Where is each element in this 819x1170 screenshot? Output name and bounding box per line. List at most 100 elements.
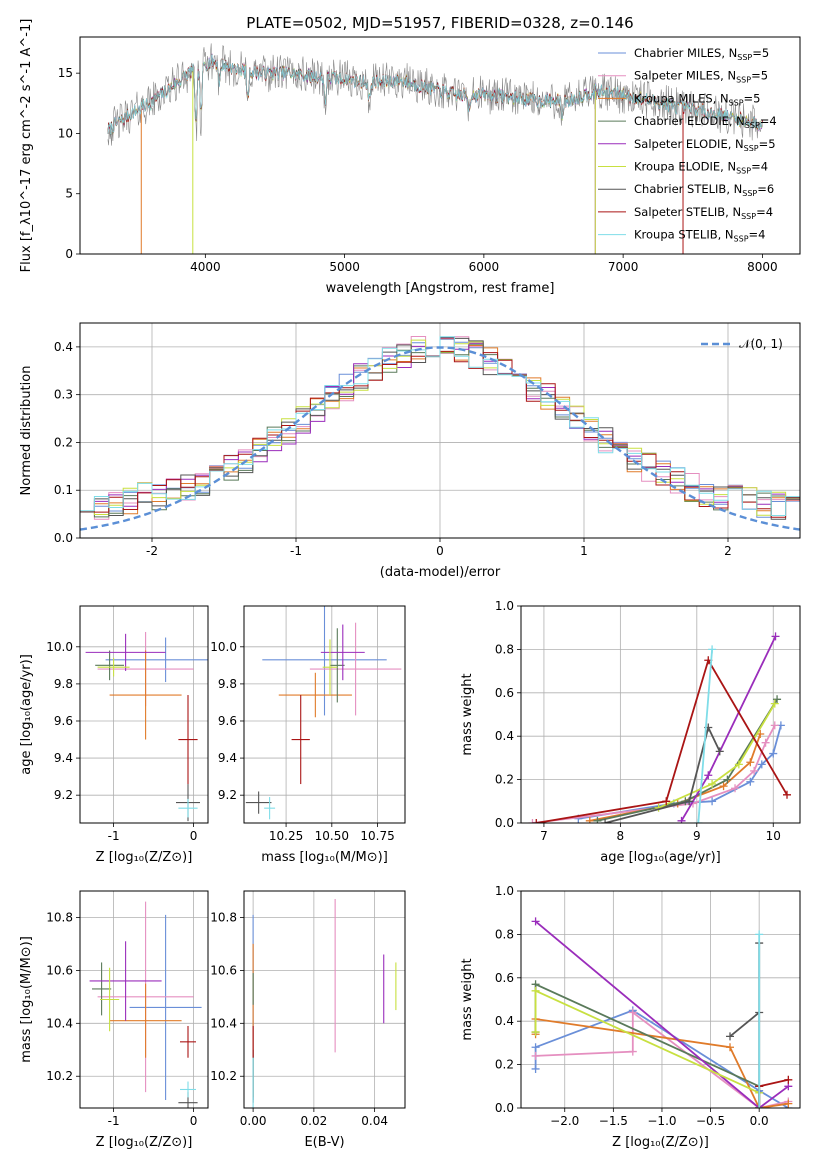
axes-frame — [79, 605, 209, 824]
grid — [80, 606, 208, 823]
y-tick-label: 10.6 — [46, 963, 73, 977]
weight-marker-salpeter-elodie — [677, 816, 686, 823]
axes-frame — [243, 605, 406, 824]
x-tick-label: 10.75 — [360, 829, 394, 843]
x-axis-label: Z [log₁₀(Z/Z⊙)] — [96, 850, 193, 865]
errorbar-chabrier-elodie — [95, 650, 124, 681]
legend-entry-kroupa-elodie: Kroupa ELODIE, NSSP=4 — [634, 160, 768, 176]
weight-line-salpeter-elodie — [535, 920, 789, 1108]
grid — [521, 890, 800, 1109]
x-tick-label: −0.5 — [696, 1114, 725, 1128]
legend: Chabrier MILES, NSSP=5 Salpeter MILES, NS… — [598, 46, 777, 244]
errorbar-chabrier-miles — [262, 606, 387, 716]
weight-marker-salpeter-miles — [628, 1008, 637, 1017]
weight-marker-salpeter-miles — [761, 738, 770, 747]
x-tick-label: 0 — [190, 829, 198, 843]
mass-vs-ebv-panel: 0.00 0.02 0.04 10.2 10.4 10.6 10.8 E(B-V) — [210, 890, 406, 1150]
plot-area — [531, 917, 793, 1108]
weight-line-salpeter-stelib — [536, 658, 788, 823]
y-tick-label: 0.4 — [54, 340, 73, 354]
y-tick-label: 0.2 — [54, 435, 73, 449]
weight-line-chabrier-elodie — [597, 698, 778, 822]
x-tick-label: 9 — [693, 829, 701, 843]
y-tick-label: 10.2 — [46, 1069, 73, 1083]
x-axis-label: (data-model)/error — [380, 565, 501, 580]
weight-marker-kroupa-miles — [719, 782, 728, 791]
weight-marker-kroupa-elodie — [531, 1028, 540, 1037]
errorbar-chabrier-elodie — [92, 962, 112, 1016]
y-tick-label: 0.2 — [495, 1058, 514, 1072]
y-tick-label: 0.8 — [495, 642, 514, 656]
axes-frame — [79, 890, 209, 1109]
weight-line-kroupa-elodie — [658, 703, 776, 809]
x-tick-label: 7 — [540, 829, 548, 843]
y-tick-label: 10 — [58, 126, 73, 140]
y-tick-label: 0.1 — [54, 483, 73, 497]
errorbar-salpeter-miles — [309, 622, 402, 716]
errorbar-kroupa-miles — [109, 650, 182, 740]
legend-entry-chabrier-miles: Chabrier MILES, NSSP=5 — [634, 46, 769, 62]
x-axis-label: Z [log₁₀(Z/Z⊙)] — [612, 1135, 709, 1150]
errorbar-chabrier-stelib — [245, 791, 272, 814]
y-tick-label: 10.0 — [46, 640, 73, 654]
weight-marker-kroupa-miles — [784, 1099, 793, 1108]
weight-marker-chabrier-elodie — [773, 695, 782, 704]
x-tick-label: 0.0 — [750, 1114, 769, 1128]
weight-marker-salpeter-stelib — [532, 819, 541, 823]
x-tick-label: 0 — [190, 1114, 198, 1128]
weight-marker-salpeter-stelib — [783, 790, 792, 799]
plot-area — [245, 606, 402, 820]
axes-frame — [243, 890, 406, 1109]
x-axis-label: mass [log₁₀(M/M⊙)] — [261, 850, 388, 865]
legend: 𝒩(0, 1) — [701, 337, 783, 351]
weight-marker-kroupa-elodie — [531, 986, 540, 995]
axes-frame — [79, 36, 801, 255]
x-tick-label: 0 — [436, 544, 444, 558]
weight-marker-kroupa-miles — [746, 758, 755, 767]
errorbar-salpeter-stelib — [291, 695, 310, 785]
age-vs-z-panel: -1 0 9.2 9.4 9.6 9.8 10.0 Z [log₁₀(Z/Z⊙)] age [l… — [19, 605, 209, 865]
errorbar-salpeter-stelib — [178, 695, 198, 785]
x-tick-label: 0.00 — [240, 1114, 267, 1128]
weight-marker-salpeter-stelib — [662, 797, 671, 806]
y-axis-label: mass weight — [460, 673, 475, 755]
weight-marker-salpeter-miles — [531, 1051, 540, 1060]
x-axis-label: age [log₁₀(age/yr)] — [600, 850, 721, 865]
y-tick-label: 0.2 — [495, 773, 514, 787]
grid — [244, 606, 405, 823]
y-tick-label: 9.4 — [54, 751, 73, 765]
plot-area — [85, 631, 208, 822]
weight-marker-kroupa-stelib — [755, 930, 764, 939]
y-tick-label: 5 — [65, 187, 73, 201]
x-axis-label: E(B-V) — [304, 1135, 344, 1150]
y-axis-label: mass weight — [460, 958, 475, 1040]
y-tick-label: 1.0 — [495, 599, 514, 613]
weight-marker-salpeter-elodie — [704, 771, 713, 780]
errorbar-salpeter-elodie — [89, 941, 162, 1021]
weight-line-chabrier-stelib — [604, 724, 721, 823]
x-tick-label: 10 — [766, 829, 781, 843]
weight-line-kroupa-stelib — [697, 649, 713, 823]
x-tick-label: 10.25 — [269, 829, 303, 843]
weight-marker-kroupa-miles — [726, 1043, 735, 1052]
x-tick-label: 8000 — [747, 260, 778, 274]
errorbar-kroupa-elodie — [97, 657, 130, 677]
weight-line-chabrier-stelib — [729, 943, 761, 1108]
y-tick-label: 0.0 — [495, 1101, 514, 1115]
weight-marker-chabrier-miles — [708, 797, 717, 806]
model-spectrum-kroupa-stelib — [107, 54, 763, 135]
weight-marker-kroupa-elodie — [708, 779, 717, 788]
y-tick-label: 9.4 — [218, 751, 237, 765]
x-tick-label: -1 — [108, 829, 120, 843]
x-tick-label: 8 — [617, 829, 625, 843]
weight-marker-chabrier-stelib — [715, 747, 724, 756]
y-tick-label: 9.2 — [54, 788, 73, 802]
legend-entry-chabrier-elodie: Chabrier ELODIE, NSSP=4 — [634, 114, 777, 130]
y-tick-label: 10.2 — [210, 1069, 237, 1083]
y-tick-label: 10.6 — [210, 963, 237, 977]
plot-area — [89, 901, 202, 1108]
x-axis-label: wavelength [Angstrom, rest frame] — [326, 281, 555, 296]
x-tick-label: 7000 — [608, 260, 639, 274]
weight-marker-chabrier-miles — [757, 760, 766, 769]
errorbar-chabrier-miles — [129, 914, 202, 1101]
